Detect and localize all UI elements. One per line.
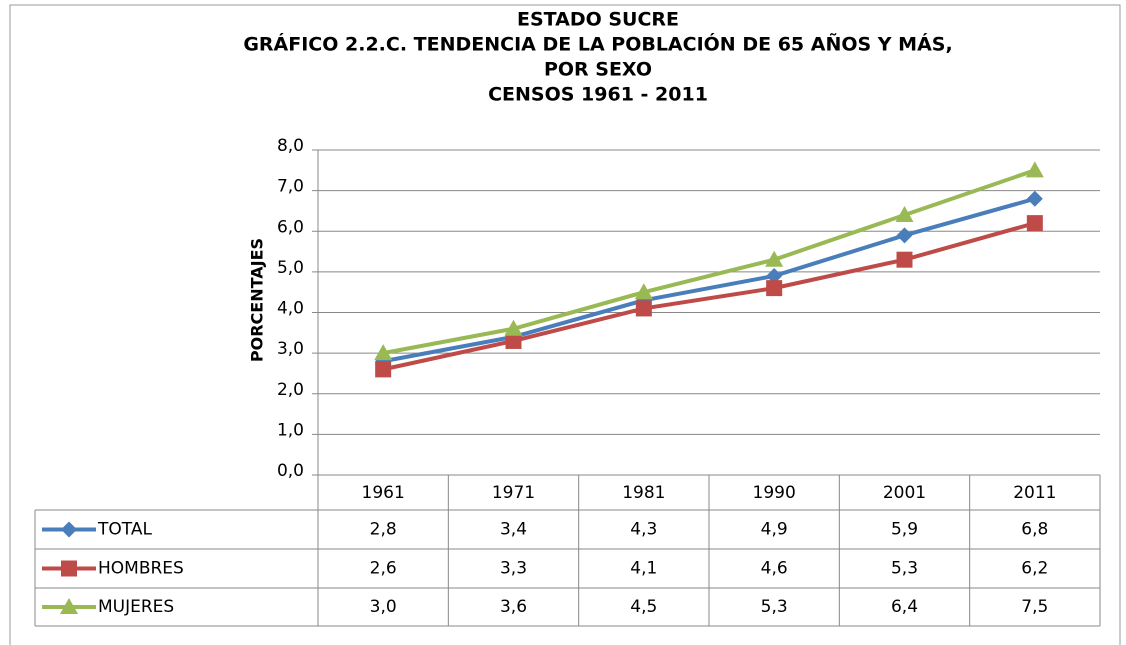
chart-title: POR SEXO <box>544 59 652 81</box>
y-tick-label: 4,0 <box>277 299 304 319</box>
legend-marker <box>61 521 77 538</box>
table-value: 7,5 <box>1021 597 1048 617</box>
legend-label: HOMBRES <box>98 559 184 579</box>
table-value: 5,3 <box>891 559 918 579</box>
series-line <box>382 196 1036 364</box>
marker <box>375 361 392 378</box>
table-value: 2,8 <box>370 520 397 540</box>
table-value: 4,9 <box>761 520 788 540</box>
marker <box>1026 215 1043 232</box>
marker <box>1025 161 1044 178</box>
y-axis-label: PORCENTAJES <box>248 238 267 362</box>
marker <box>374 344 393 361</box>
table-value: 3,3 <box>500 559 527 579</box>
marker <box>504 319 523 336</box>
legend-label: TOTAL <box>97 520 152 540</box>
table-value: 6,2 <box>1021 559 1048 579</box>
marker <box>766 280 783 297</box>
table-value: 4,1 <box>630 559 657 579</box>
table-value: 6,8 <box>1021 520 1048 540</box>
legend-marker <box>61 560 77 577</box>
series-line <box>382 221 1036 372</box>
table-value: 6,4 <box>891 597 918 617</box>
table-value: 5,3 <box>761 597 788 617</box>
marker <box>766 267 783 284</box>
y-tick-label: 0,0 <box>277 461 304 481</box>
y-tick-label: 5,0 <box>277 258 304 278</box>
marker <box>635 300 652 317</box>
y-tick-label: 1,0 <box>277 420 304 440</box>
y-tick-label: 6,0 <box>277 217 304 237</box>
marker <box>896 227 913 244</box>
x-tick-label: 2011 <box>1013 483 1056 503</box>
marker <box>895 206 914 222</box>
y-tick-label: 7,0 <box>277 177 304 197</box>
marker <box>1026 190 1043 207</box>
y-tick-label: 3,0 <box>277 339 304 359</box>
marker <box>765 250 784 267</box>
table-value: 5,9 <box>891 520 918 540</box>
table-value: 3,4 <box>500 520 527 540</box>
marker <box>634 283 653 300</box>
legend-marker <box>60 598 78 614</box>
legend-label: MUJERES <box>98 597 174 617</box>
chart-title: GRÁFICO 2.2.C. TENDENCIA DE LA POBLACIÓN… <box>243 32 952 56</box>
table-value: 4,6 <box>761 559 788 579</box>
marker <box>896 251 913 268</box>
x-tick-label: 1971 <box>492 483 535 503</box>
y-tick-label: 2,0 <box>277 380 304 400</box>
table-value: 3,6 <box>500 597 527 617</box>
chart-title: CENSOS 1961 - 2011 <box>488 84 708 106</box>
table-value: 4,3 <box>630 520 657 540</box>
chart-frame <box>9 4 1121 645</box>
table-value: 3,0 <box>370 597 397 617</box>
chart-title: ESTADO SUCRE <box>517 9 679 31</box>
series-line <box>382 168 1036 356</box>
x-tick-label: 1961 <box>362 483 405 503</box>
x-tick-label: 1981 <box>622 483 665 503</box>
table-value: 4,5 <box>630 597 657 617</box>
marker <box>505 332 522 349</box>
table-value: 2,6 <box>370 559 397 579</box>
x-tick-label: 1990 <box>753 483 796 503</box>
x-tick-label: 2001 <box>883 483 926 503</box>
y-tick-label: 8,0 <box>277 136 304 156</box>
